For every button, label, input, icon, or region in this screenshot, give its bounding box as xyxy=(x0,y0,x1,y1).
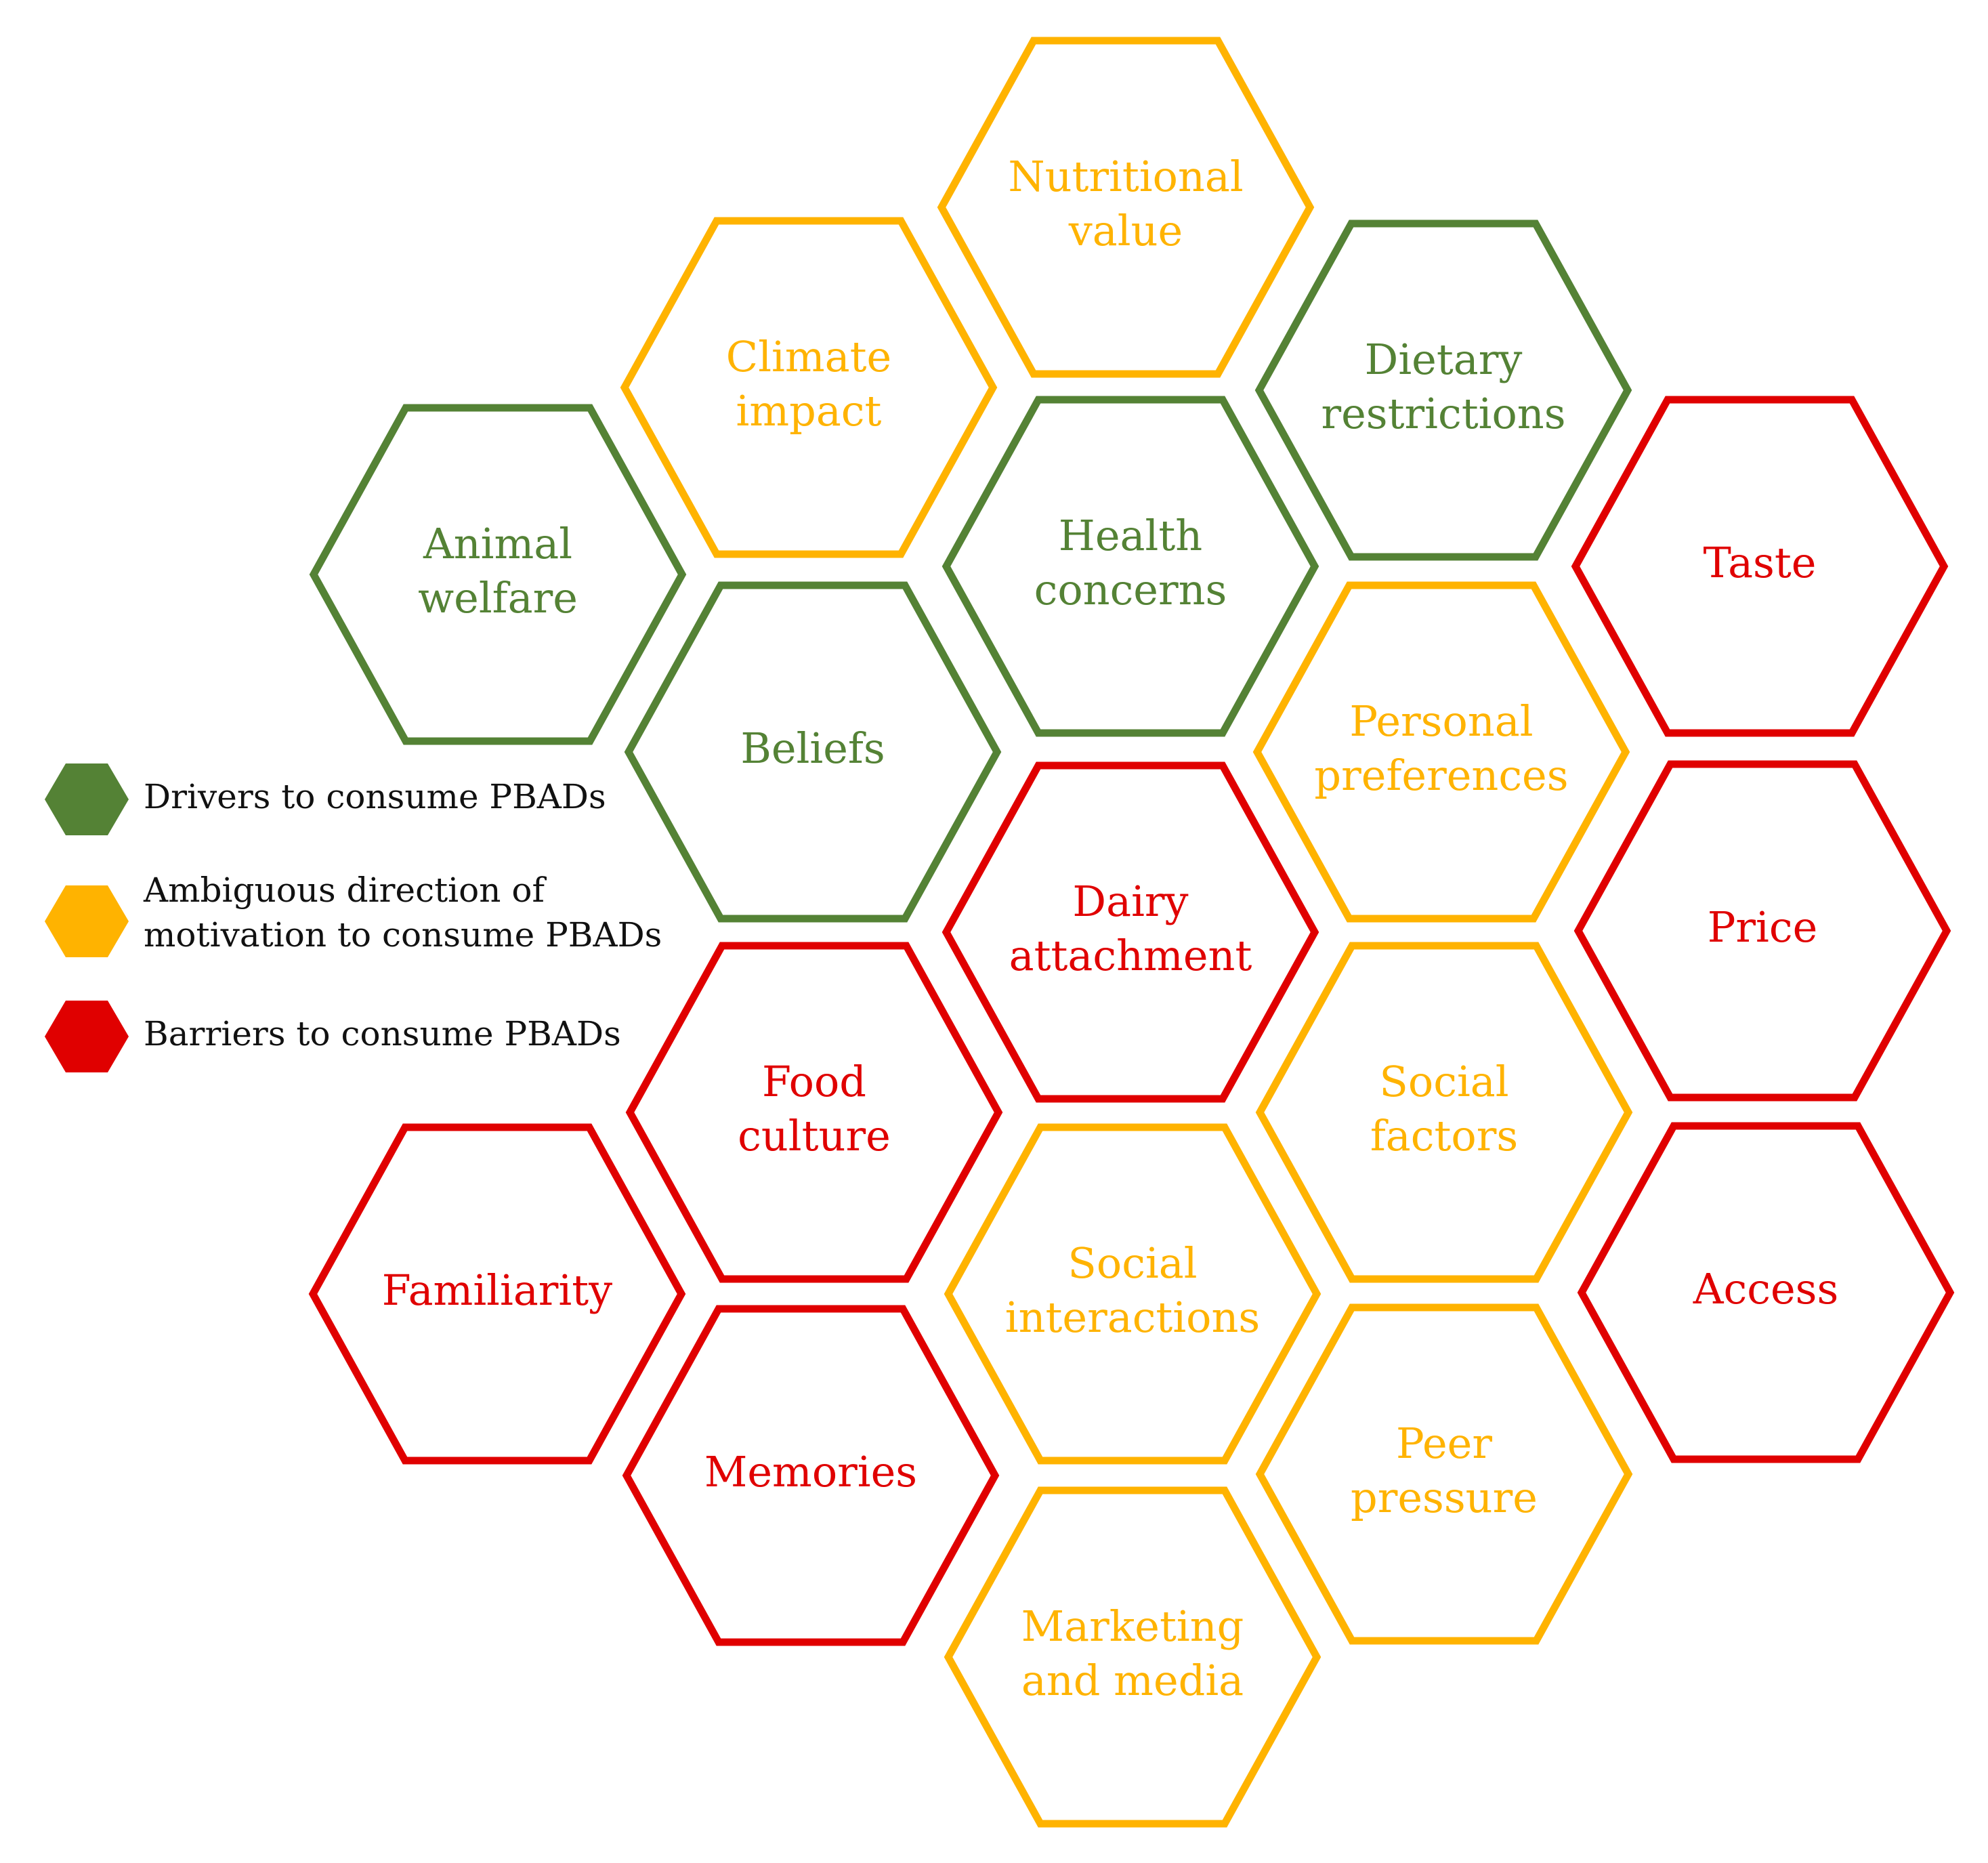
factor-taste: Taste xyxy=(1571,396,1949,737)
legend-label: Drivers to consume PBADs xyxy=(144,777,606,816)
factor-familiarity: Familiarity xyxy=(308,1123,686,1465)
legend-item-ambiguous: Ambiguous direction of motivation to cons… xyxy=(45,871,662,957)
factor-access: Access xyxy=(1577,1122,1955,1463)
factor-price: Price xyxy=(1573,760,1951,1102)
factor-label: concerns xyxy=(1034,565,1227,614)
factor-beliefs: Beliefs xyxy=(624,581,1002,923)
factor-dietary-restrictions: Dietary restrictions xyxy=(1254,219,1632,561)
factor-label: Marketing xyxy=(1021,1602,1244,1651)
legend-label: Ambiguous direction of xyxy=(143,871,547,910)
hexagon-outline xyxy=(1254,219,1632,561)
factor-label: Dairy xyxy=(1072,877,1188,926)
factor-label: interactions xyxy=(1005,1293,1261,1342)
legend-hexagon-swatch xyxy=(45,1001,129,1072)
factor-label: Memories xyxy=(704,1447,917,1496)
factor-label: Health xyxy=(1059,511,1202,560)
hexagon-outline xyxy=(308,1123,686,1465)
factor-hexagons: Nutritional value Climate impact Dietary rest… xyxy=(308,37,1955,1828)
legend-hexagon-swatch xyxy=(45,763,129,835)
factor-marketing-and-media: Marketing and media xyxy=(944,1486,1321,1828)
hexagon-outline xyxy=(1573,760,1951,1102)
hexagon-outline xyxy=(937,37,1315,378)
factor-peer-pressure: Peer pressure xyxy=(1255,1303,1633,1645)
hexagon-outline xyxy=(625,942,1003,1283)
hexagon-outline xyxy=(1577,1122,1955,1463)
factor-label: attachment xyxy=(1009,931,1252,980)
factor-label: restrictions xyxy=(1321,389,1565,438)
factor-label: welfare xyxy=(418,573,578,623)
factor-label: Social xyxy=(1067,1238,1197,1288)
factor-label: preferences xyxy=(1314,751,1568,800)
factor-label: Food xyxy=(762,1057,866,1106)
hexagon-outline xyxy=(1571,396,1949,737)
hexagon-outline xyxy=(622,1305,1000,1646)
factor-label: Personal xyxy=(1349,696,1533,746)
factor-label: Peer xyxy=(1396,1419,1492,1468)
factor-label: and media xyxy=(1021,1656,1244,1705)
factor-dairy-attachment: Dairy attachment xyxy=(942,761,1319,1103)
factor-label: Beliefs xyxy=(740,724,885,773)
legend-item-barrier: Barriers to consume PBADs xyxy=(45,1001,621,1072)
hexagon-outline xyxy=(620,217,998,558)
factor-climate-impact: Climate impact xyxy=(620,217,998,558)
hexagon-outline xyxy=(624,581,1002,923)
hexagon-outline xyxy=(1255,942,1633,1283)
factor-social-factors: Social factors xyxy=(1255,942,1633,1283)
factor-label: Animal xyxy=(423,519,572,568)
factor-label: Social xyxy=(1379,1057,1508,1106)
hexagon-outline xyxy=(1252,581,1630,923)
legend: Drivers to consume PBADs Ambiguous direct… xyxy=(45,763,662,1072)
factor-label: Price xyxy=(1708,902,1818,952)
factor-animal-welfare: Animal welfare xyxy=(309,404,687,745)
factor-memories: Memories xyxy=(622,1305,1000,1646)
factor-label: Dietary xyxy=(1365,335,1523,384)
legend-item-driver: Drivers to consume PBADs xyxy=(45,763,606,835)
legend-hexagon-swatch xyxy=(45,885,129,957)
factor-label: Climate xyxy=(726,332,891,381)
factor-social-interactions: Social interactions xyxy=(944,1123,1321,1465)
factor-label: culture xyxy=(738,1111,891,1160)
hexagon-outline xyxy=(944,1123,1321,1465)
hexagon-outline xyxy=(942,761,1319,1103)
hexagon-outline xyxy=(1255,1303,1633,1645)
hexagon-outline xyxy=(309,404,687,745)
hexagon-outline xyxy=(942,396,1319,737)
factor-label: Access xyxy=(1693,1264,1839,1314)
factor-personal-preferences: Personal preferences xyxy=(1252,581,1630,923)
factor-health-concerns: Health concerns xyxy=(942,396,1319,737)
legend-label: motivation to consume PBADs xyxy=(144,915,662,955)
factor-label: Taste xyxy=(1704,538,1817,587)
factor-label: Familiarity xyxy=(382,1265,612,1315)
factor-nutritional-value: Nutritional value xyxy=(937,37,1315,378)
factor-label: impact xyxy=(736,386,882,436)
factor-label: pressure xyxy=(1351,1473,1538,1522)
factor-food-culture: Food culture xyxy=(625,942,1003,1283)
factor-label: factors xyxy=(1370,1111,1518,1160)
hexagon-outline xyxy=(944,1486,1321,1828)
factor-label: Nutritional xyxy=(1008,152,1243,201)
factor-label: value xyxy=(1068,206,1183,255)
legend-label: Barriers to consume PBADs xyxy=(144,1014,621,1053)
